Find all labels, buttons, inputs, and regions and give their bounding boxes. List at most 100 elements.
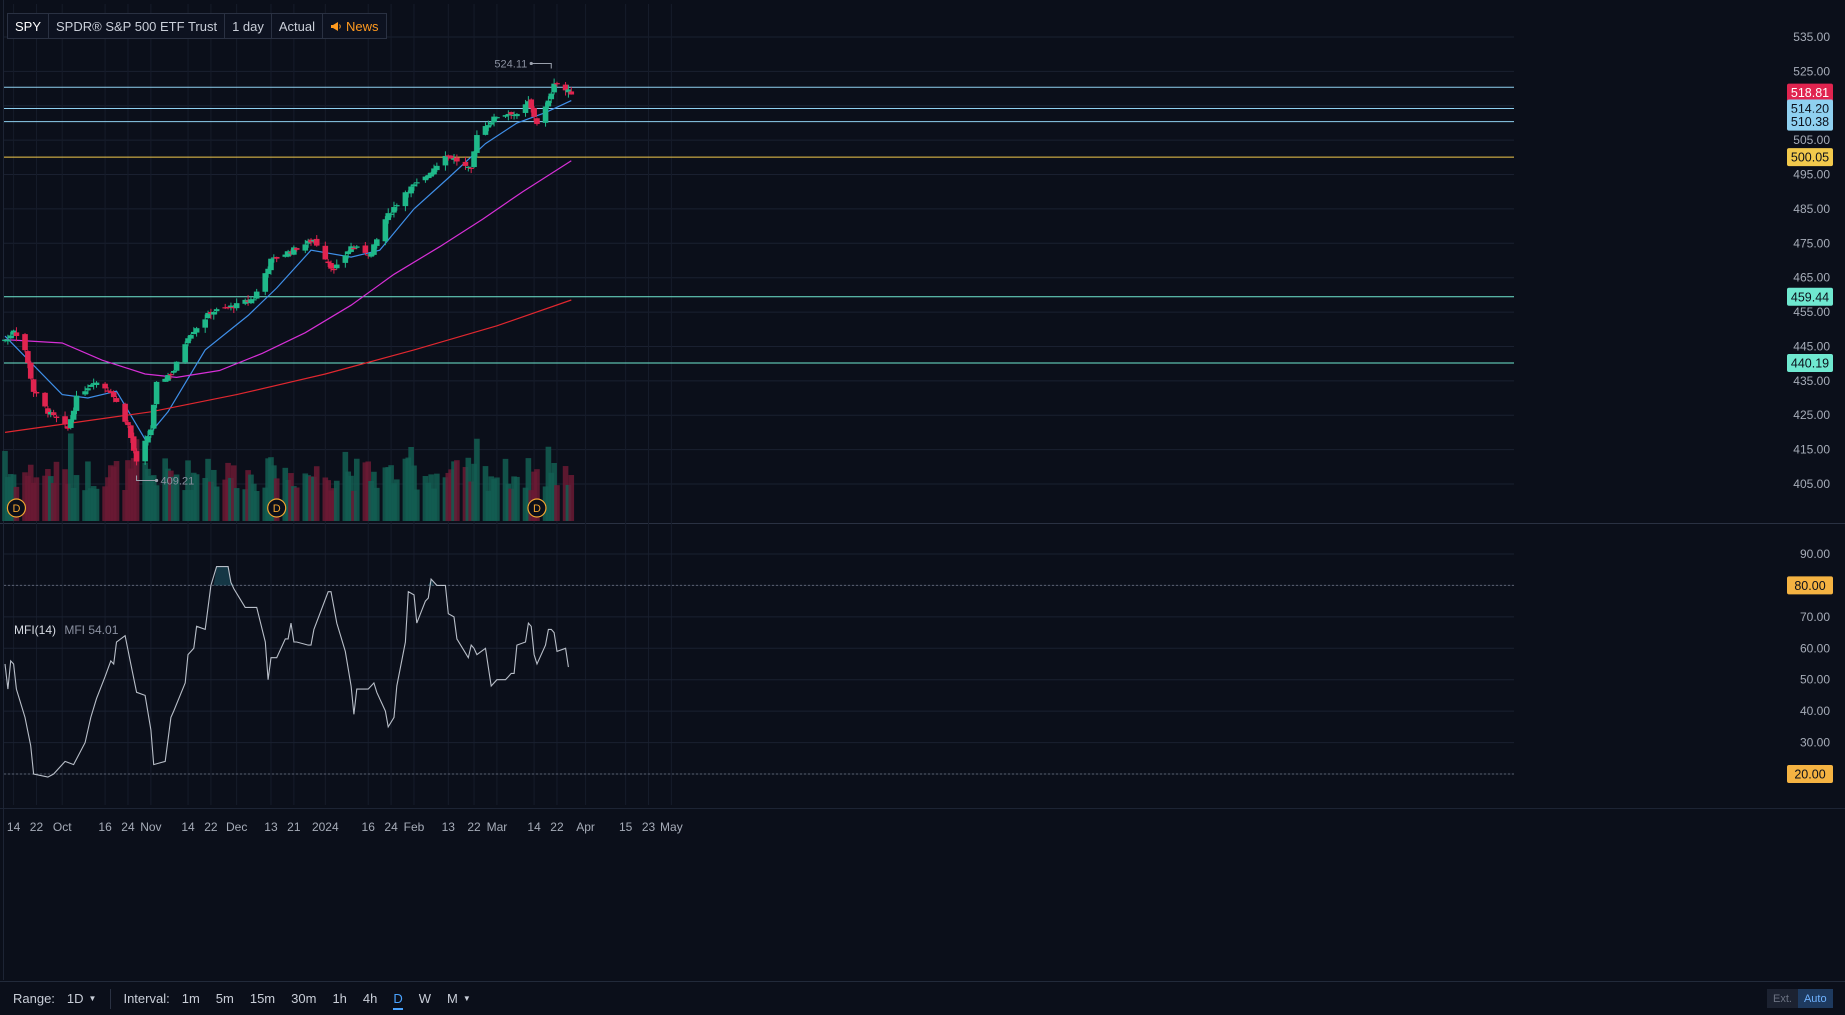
candle-body (542, 106, 549, 123)
high-label: 524.11 (494, 58, 527, 70)
candlestick (511, 111, 517, 120)
volume-bar (213, 486, 220, 521)
candle-body (313, 238, 320, 246)
volume-bar (285, 479, 291, 521)
price-mode-label[interactable]: Actual (272, 14, 324, 38)
candlestick (371, 244, 377, 257)
volume-bar (471, 463, 477, 521)
volume-bar (408, 447, 414, 521)
time-axis[interactable]: 14 22 Oct 16 24 Nov 14 22 Dec 13 21 2024 16 24 Feb 13 22… (7, 820, 683, 834)
candlestick (485, 120, 492, 132)
candle-body (251, 299, 257, 301)
price-tick-label: 425.00 (1793, 408, 1830, 422)
candlestick (545, 96, 552, 109)
price-tick-label: 445.00 (1793, 339, 1830, 353)
candlestick (388, 211, 394, 218)
candlestick (313, 235, 320, 247)
candle-body (82, 391, 88, 395)
interval-d[interactable]: D (385, 982, 410, 1015)
volume-bar (291, 486, 297, 521)
candlestick (45, 406, 51, 418)
candle-body (291, 247, 297, 255)
price-tick-label: 475.00 (1793, 236, 1830, 250)
candle-body (394, 205, 400, 207)
interval-label[interactable]: 1 day (225, 14, 272, 38)
candle-body (288, 252, 294, 254)
candle-body (502, 115, 509, 117)
candle-body (465, 166, 472, 168)
candle-body (308, 239, 314, 243)
interval-30m[interactable]: 30m (291, 991, 317, 1006)
volume-bar (545, 446, 552, 521)
candlestick (162, 377, 168, 382)
candle-body (242, 299, 249, 304)
volume-bar (251, 483, 257, 521)
volume-bar (313, 466, 320, 521)
extended-hours-toggle[interactable]: Ext. (1767, 989, 1798, 1008)
price-badge-bg (1787, 287, 1833, 306)
candle-body (130, 436, 137, 451)
indicator-name[interactable]: MFI(14) (14, 623, 56, 637)
time-tick-label: 14 (527, 820, 541, 834)
candle-body (305, 240, 311, 244)
candlestick (271, 254, 277, 263)
volume-bar (5, 477, 11, 521)
auto-scale-toggle[interactable]: Auto (1797, 989, 1833, 1008)
news-button[interactable]: News (323, 14, 386, 38)
mfi-tick-label: 50.00 (1800, 673, 1830, 687)
volume-bar (128, 468, 134, 521)
candlestick (145, 430, 151, 446)
volume-bar (248, 474, 254, 521)
candle-body (165, 375, 171, 381)
low-label: 409.21 (161, 476, 195, 488)
candle-body (262, 273, 269, 292)
range-select[interactable]: 1D ▼ (67, 991, 97, 1006)
interval-w[interactable]: W (418, 991, 432, 1006)
volume-bar (548, 472, 555, 521)
candlestick (288, 249, 294, 256)
interval-1h[interactable]: 1h (332, 991, 347, 1006)
candlesticks (2, 78, 575, 466)
price-tick-label: 525.00 (1793, 64, 1830, 78)
interval-label-bottom: Interval: (123, 991, 170, 1006)
interval-5m[interactable]: 5m (215, 991, 234, 1006)
indicator-value: MFI 54.01 (64, 623, 119, 637)
interval-m[interactable]: M ▼ (439, 982, 479, 1015)
candlestick (542, 102, 549, 127)
candlestick (353, 245, 360, 250)
volume-bar (242, 489, 249, 521)
volume-bar (434, 473, 440, 521)
price-badge-label: 459.44 (1791, 290, 1829, 304)
time-tick-label: 16 (362, 820, 376, 834)
interval-4h[interactable]: 4h (362, 991, 378, 1006)
candle-body (414, 182, 420, 184)
candle-body (225, 306, 231, 309)
candle-body (422, 176, 429, 181)
interval-15m[interactable]: 15m (249, 991, 276, 1006)
candle-body (205, 312, 211, 319)
interval-1m[interactable]: 1m (181, 991, 200, 1006)
candlestick (394, 203, 400, 211)
session-toggle[interactable]: Ext. Auto (1767, 989, 1833, 1008)
price-tick-label: 505.00 (1793, 133, 1830, 147)
volume-bar (385, 467, 392, 521)
time-tick-label: 22 (204, 820, 218, 834)
symbol-ticker[interactable]: SPY (8, 14, 50, 38)
candle-body (345, 251, 351, 255)
price-tick-label: 485.00 (1793, 202, 1830, 216)
price-axis[interactable]: 535.00525.00515.00505.00495.00485.00475.… (1787, 30, 1833, 783)
volume-bar (445, 472, 452, 521)
candle-body (73, 395, 80, 411)
candlestick (293, 247, 300, 252)
candle-body (302, 244, 309, 251)
candlestick (331, 265, 337, 274)
volume-bar (148, 475, 154, 521)
candlestick (562, 82, 569, 96)
price-tick-label: 535.00 (1793, 30, 1830, 44)
candlestick (50, 409, 57, 417)
dividend-marker-label: D (273, 503, 281, 515)
volume-bar (394, 479, 400, 521)
price-tick-label: 495.00 (1793, 168, 1830, 182)
volume-bar (388, 465, 394, 521)
